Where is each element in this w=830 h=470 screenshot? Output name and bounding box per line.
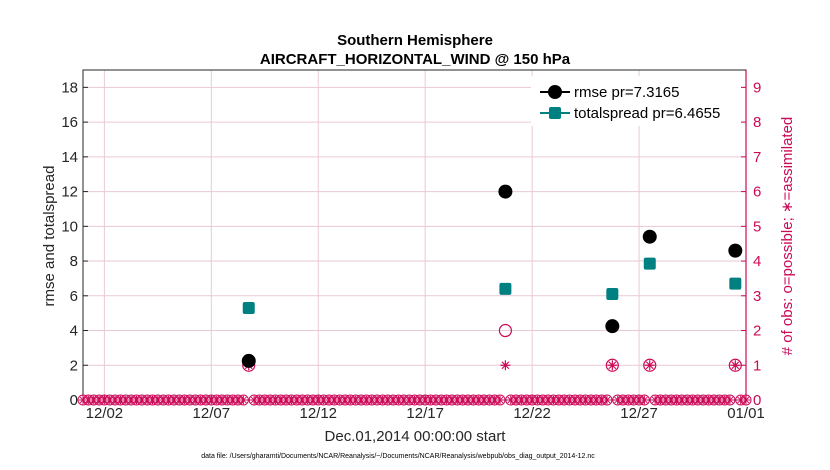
zero-possible-marker	[740, 394, 752, 406]
y2-tick-label: 5	[753, 218, 761, 235]
totalspread-point	[499, 282, 512, 295]
zero-assimilated-marker	[725, 395, 735, 405]
right-y-axis: 0 1 2 3 4 5 6 7 8 9	[741, 70, 761, 409]
x-tick-label: 01/01	[727, 405, 765, 422]
zero-possible-marker	[601, 394, 613, 406]
y2-tick-label: 6	[753, 184, 761, 201]
y2-tick-label: 1	[753, 357, 761, 374]
totalspread-point	[606, 288, 619, 301]
rmse-point	[241, 353, 256, 368]
y2-tick-label: 4	[753, 253, 761, 270]
footnote: data file: /Users/gharamti/Documents/NCA…	[201, 453, 595, 460]
obs-assimilated-marker	[644, 360, 655, 371]
x-tick-label: 12/27	[620, 405, 658, 422]
y-axis-label: rmse and totalspread	[41, 166, 58, 307]
rmse-point	[605, 319, 620, 334]
legend-totalspread-label: totalspread pr=6.4655	[574, 105, 720, 122]
x-tick-label: 12/22	[513, 405, 551, 422]
y-tick-label: 18	[61, 79, 78, 96]
zero-assimilated-marker	[239, 395, 248, 405]
zero-obs-markers	[77, 394, 752, 406]
y-tick-label: 6	[70, 288, 78, 305]
x-tick-label: 12/07	[193, 405, 231, 422]
y2-tick-label: 2	[753, 323, 761, 340]
legend: rmse pr=7.3165 totalspread pr=6.4655	[531, 76, 741, 126]
chart-title: Southern Hemisphere	[337, 32, 493, 49]
obs-assimilated-marker	[500, 360, 511, 371]
zero-possible-marker	[494, 394, 506, 406]
x-axis-label: Dec.01,2014 00:00:00 start	[325, 428, 507, 445]
obs-possible-marker	[643, 358, 657, 372]
totalspread-point	[643, 257, 656, 270]
obs-count-markers	[242, 323, 742, 372]
zero-assimilated-marker	[741, 395, 751, 405]
y-tick-label: 12	[61, 184, 78, 201]
zero-assimilated-marker	[640, 395, 649, 405]
zero-assimilated-marker	[495, 395, 505, 405]
x-axis: 12/02 12/07 12/12 12/17 12/22 12/27 01/01	[86, 395, 765, 422]
legend-rmse-label: rmse pr=7.3165	[574, 84, 679, 101]
rmse-point	[498, 184, 513, 199]
zero-assimilated-marker	[602, 395, 612, 405]
zero-possible-marker	[638, 394, 650, 406]
y2-tick-label: 9	[753, 79, 761, 96]
y-tick-label: 16	[61, 114, 78, 131]
x-tick-label: 12/12	[299, 405, 337, 422]
chart-subtitle: AIRCRAFT_HORIZONTAL_WIND @ 150 hPa	[260, 51, 571, 68]
y-tick-label: 4	[70, 323, 78, 340]
totalspread-point	[729, 277, 742, 290]
y2-tick-label: 0	[753, 392, 761, 409]
rmse-point	[728, 243, 743, 258]
obs-assimilated-marker	[730, 360, 741, 371]
rmse-point	[642, 229, 657, 244]
y-tick-label: 2	[70, 357, 78, 374]
series-markers	[241, 184, 743, 368]
legend-totalspread-marker	[549, 107, 561, 119]
y2-axis-label: # of obs: o=possible; ∗=assimilated	[779, 117, 796, 356]
legend-rmse-marker	[548, 85, 562, 99]
obs-possible-marker	[728, 358, 742, 372]
obs-assimilated-marker	[607, 360, 618, 371]
x-tick-label: 12/17	[406, 405, 444, 422]
x-tick-label: 12/02	[86, 405, 124, 422]
zero-possible-marker	[237, 394, 249, 406]
y-tick-label: 8	[70, 253, 78, 270]
y-tick-label: 14	[61, 149, 78, 166]
y-tick-label: 0	[70, 392, 78, 409]
totalspread-point	[242, 301, 255, 314]
y-tick-label: 10	[61, 218, 78, 235]
y2-tick-label: 3	[753, 288, 761, 305]
left-y-axis: 0 2 4 6 8 10 12 14 16 18	[61, 79, 88, 409]
obs-possible-marker	[498, 323, 512, 338]
zero-possible-marker	[724, 394, 736, 406]
y2-tick-label: 8	[753, 114, 761, 131]
y2-tick-label: 7	[753, 149, 761, 166]
legend-box	[531, 76, 741, 126]
obs-possible-marker	[605, 358, 619, 372]
